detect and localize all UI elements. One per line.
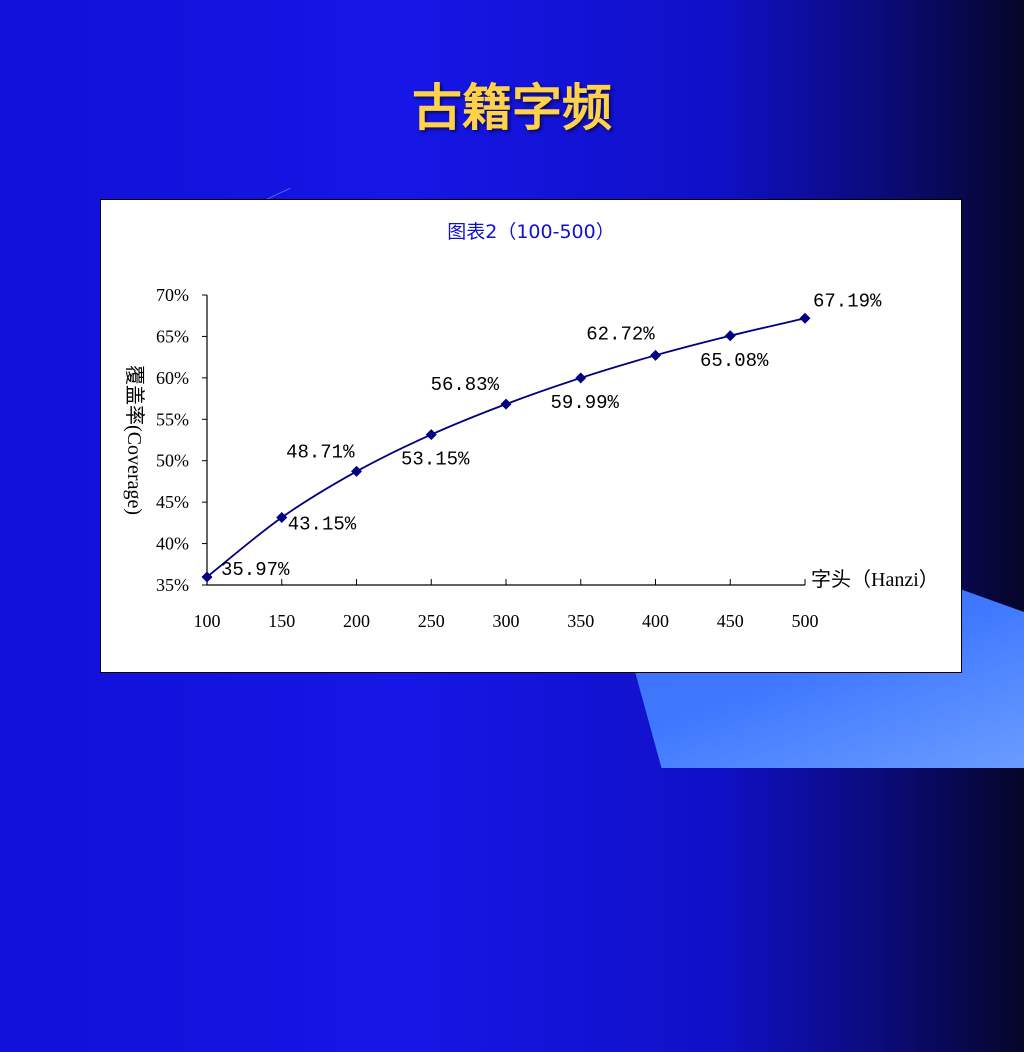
chart-frame: 图表2（100-500） 覆盖率(Coverage) 字头（Hanzi） 35%… (100, 199, 962, 673)
data-label: 43.15% (288, 513, 357, 535)
data-point (575, 372, 587, 384)
y-tick-label: 45% (156, 492, 189, 512)
data-label: 67.19% (813, 290, 882, 312)
y-tick-label: 65% (156, 326, 189, 346)
data-point (276, 511, 288, 523)
data-label: 35.97% (221, 559, 290, 581)
data-point (500, 398, 512, 410)
x-tick-label: 300 (493, 611, 520, 631)
y-tick-label: 35% (156, 575, 189, 595)
x-tick-label: 100 (194, 611, 221, 631)
series-line (206, 317, 806, 578)
data-label: 59.99% (551, 392, 620, 414)
data-label: 53.15% (401, 449, 470, 471)
x-axis-label: 字头（Hanzi） (811, 568, 939, 591)
y-axis-label: 覆盖率(Coverage) (123, 365, 146, 515)
x-tick-label: 350 (567, 611, 594, 631)
data-label: 65.08% (700, 350, 769, 372)
data-point (724, 330, 736, 342)
coverage-chart: 图表2（100-500） 覆盖率(Coverage) 字头（Hanzi） 35%… (123, 221, 939, 631)
data-point (799, 312, 811, 324)
data-label: 56.83% (431, 374, 500, 396)
data-label: 62.72% (586, 323, 655, 345)
y-tick-label: 60% (156, 368, 189, 388)
data-point (650, 349, 661, 361)
x-tick-label: 150 (268, 611, 295, 631)
data-label: 48.71% (286, 441, 355, 463)
x-tick-label: 200 (343, 611, 370, 631)
data-point (425, 429, 437, 441)
y-tick-label: 70% (156, 285, 189, 305)
chart-title: 图表2（100-500） (447, 221, 614, 243)
data-point (201, 571, 213, 583)
x-tick-label: 400 (642, 611, 669, 631)
y-tick-label: 55% (156, 409, 189, 429)
x-tick-label: 250 (418, 611, 445, 631)
y-tick-label: 40% (156, 534, 189, 554)
x-tick-label: 500 (792, 611, 819, 631)
y-tick-label: 50% (156, 451, 189, 471)
slide-title: 古籍字频 (412, 79, 612, 137)
x-tick-label: 450 (717, 611, 744, 631)
data-point (351, 465, 362, 477)
